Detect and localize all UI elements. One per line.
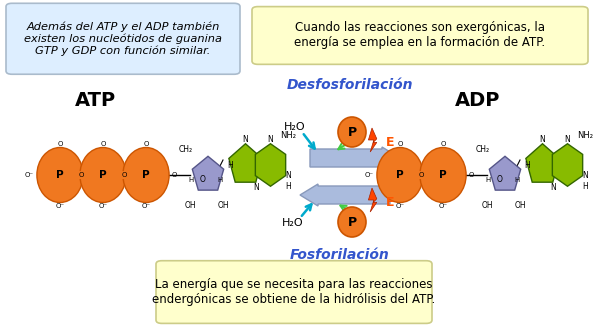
- Text: O: O: [419, 172, 424, 178]
- Text: O⁻: O⁻: [439, 203, 448, 209]
- Text: E: E: [386, 137, 395, 149]
- Text: H: H: [485, 177, 491, 183]
- Text: O: O: [172, 172, 178, 178]
- Ellipse shape: [338, 207, 366, 237]
- Ellipse shape: [123, 148, 169, 203]
- Text: P: P: [347, 215, 356, 228]
- Text: N: N: [550, 183, 556, 192]
- Text: H: H: [227, 160, 233, 170]
- Text: O: O: [469, 172, 475, 178]
- FancyArrow shape: [300, 184, 390, 206]
- Ellipse shape: [420, 148, 466, 203]
- Text: P: P: [99, 170, 107, 180]
- Text: O: O: [497, 175, 503, 183]
- Polygon shape: [229, 144, 262, 182]
- Text: O: O: [122, 172, 127, 178]
- Polygon shape: [368, 128, 377, 152]
- Text: O⁻: O⁻: [98, 203, 107, 209]
- Text: ADP: ADP: [455, 90, 500, 110]
- Ellipse shape: [80, 148, 126, 203]
- FancyBboxPatch shape: [156, 261, 432, 323]
- Ellipse shape: [338, 117, 366, 147]
- Text: O⁻: O⁻: [142, 203, 151, 209]
- Text: N: N: [242, 135, 248, 144]
- Text: O⁻: O⁻: [55, 203, 65, 209]
- Polygon shape: [256, 144, 286, 186]
- Text: P: P: [347, 125, 356, 139]
- Text: P: P: [396, 170, 404, 180]
- Text: N: N: [583, 171, 589, 180]
- FancyBboxPatch shape: [252, 7, 588, 64]
- Ellipse shape: [37, 148, 83, 203]
- Text: NH₂: NH₂: [577, 131, 593, 140]
- Text: OH: OH: [514, 201, 526, 210]
- Text: N: N: [539, 135, 545, 144]
- Text: Cuando las reacciones son exergónicas, la
energía se emplea en la formación de A: Cuando las reacciones son exergónicas, l…: [295, 21, 545, 50]
- Text: OH: OH: [481, 201, 493, 210]
- Polygon shape: [368, 188, 377, 212]
- Text: H: H: [285, 182, 291, 191]
- Polygon shape: [193, 156, 224, 190]
- Text: Además del ATP y el ADP también
existen los nucleótidos de guanina
GTP y GDP con: Además del ATP y el ADP también existen …: [24, 21, 222, 56]
- Text: O⁻: O⁻: [395, 203, 404, 209]
- Text: H: H: [524, 160, 530, 170]
- Text: Fosforilación: Fosforilación: [290, 248, 390, 262]
- Text: H₂O: H₂O: [282, 218, 304, 228]
- Text: La energía que se necesita para las reacciones
endergónicas se obtiene de la hid: La energía que se necesita para las reac…: [152, 278, 436, 306]
- Polygon shape: [526, 144, 559, 182]
- Text: O: O: [397, 141, 403, 147]
- Polygon shape: [553, 144, 583, 186]
- Text: O: O: [440, 141, 446, 147]
- Text: P: P: [56, 170, 64, 180]
- Polygon shape: [490, 156, 521, 190]
- Text: E: E: [386, 196, 395, 210]
- Text: H: H: [582, 182, 588, 191]
- Text: N: N: [268, 135, 274, 144]
- Text: H₂O: H₂O: [284, 122, 306, 132]
- Text: H: H: [514, 177, 520, 183]
- Text: N: N: [565, 135, 571, 144]
- Text: OH: OH: [184, 201, 196, 210]
- Text: N: N: [253, 183, 259, 192]
- Text: P: P: [142, 170, 150, 180]
- Text: O: O: [79, 172, 84, 178]
- Text: CH₂: CH₂: [476, 146, 490, 154]
- Text: Desfosforilación: Desfosforilación: [287, 78, 413, 92]
- Text: O⁻: O⁻: [365, 172, 374, 178]
- Text: O: O: [143, 141, 149, 147]
- Text: CH₂: CH₂: [179, 146, 193, 154]
- Ellipse shape: [377, 148, 423, 203]
- Text: OH: OH: [217, 201, 229, 210]
- Text: P: P: [439, 170, 447, 180]
- Text: N: N: [286, 171, 292, 180]
- Text: O: O: [100, 141, 106, 147]
- Text: O⁻: O⁻: [25, 172, 34, 178]
- Text: H: H: [188, 177, 194, 183]
- Text: H: H: [217, 177, 223, 183]
- FancyBboxPatch shape: [6, 3, 240, 74]
- Text: O: O: [200, 175, 206, 183]
- FancyArrow shape: [310, 147, 400, 169]
- Text: O: O: [58, 141, 62, 147]
- Text: NH₂: NH₂: [280, 131, 296, 140]
- Text: ATP: ATP: [74, 90, 116, 110]
